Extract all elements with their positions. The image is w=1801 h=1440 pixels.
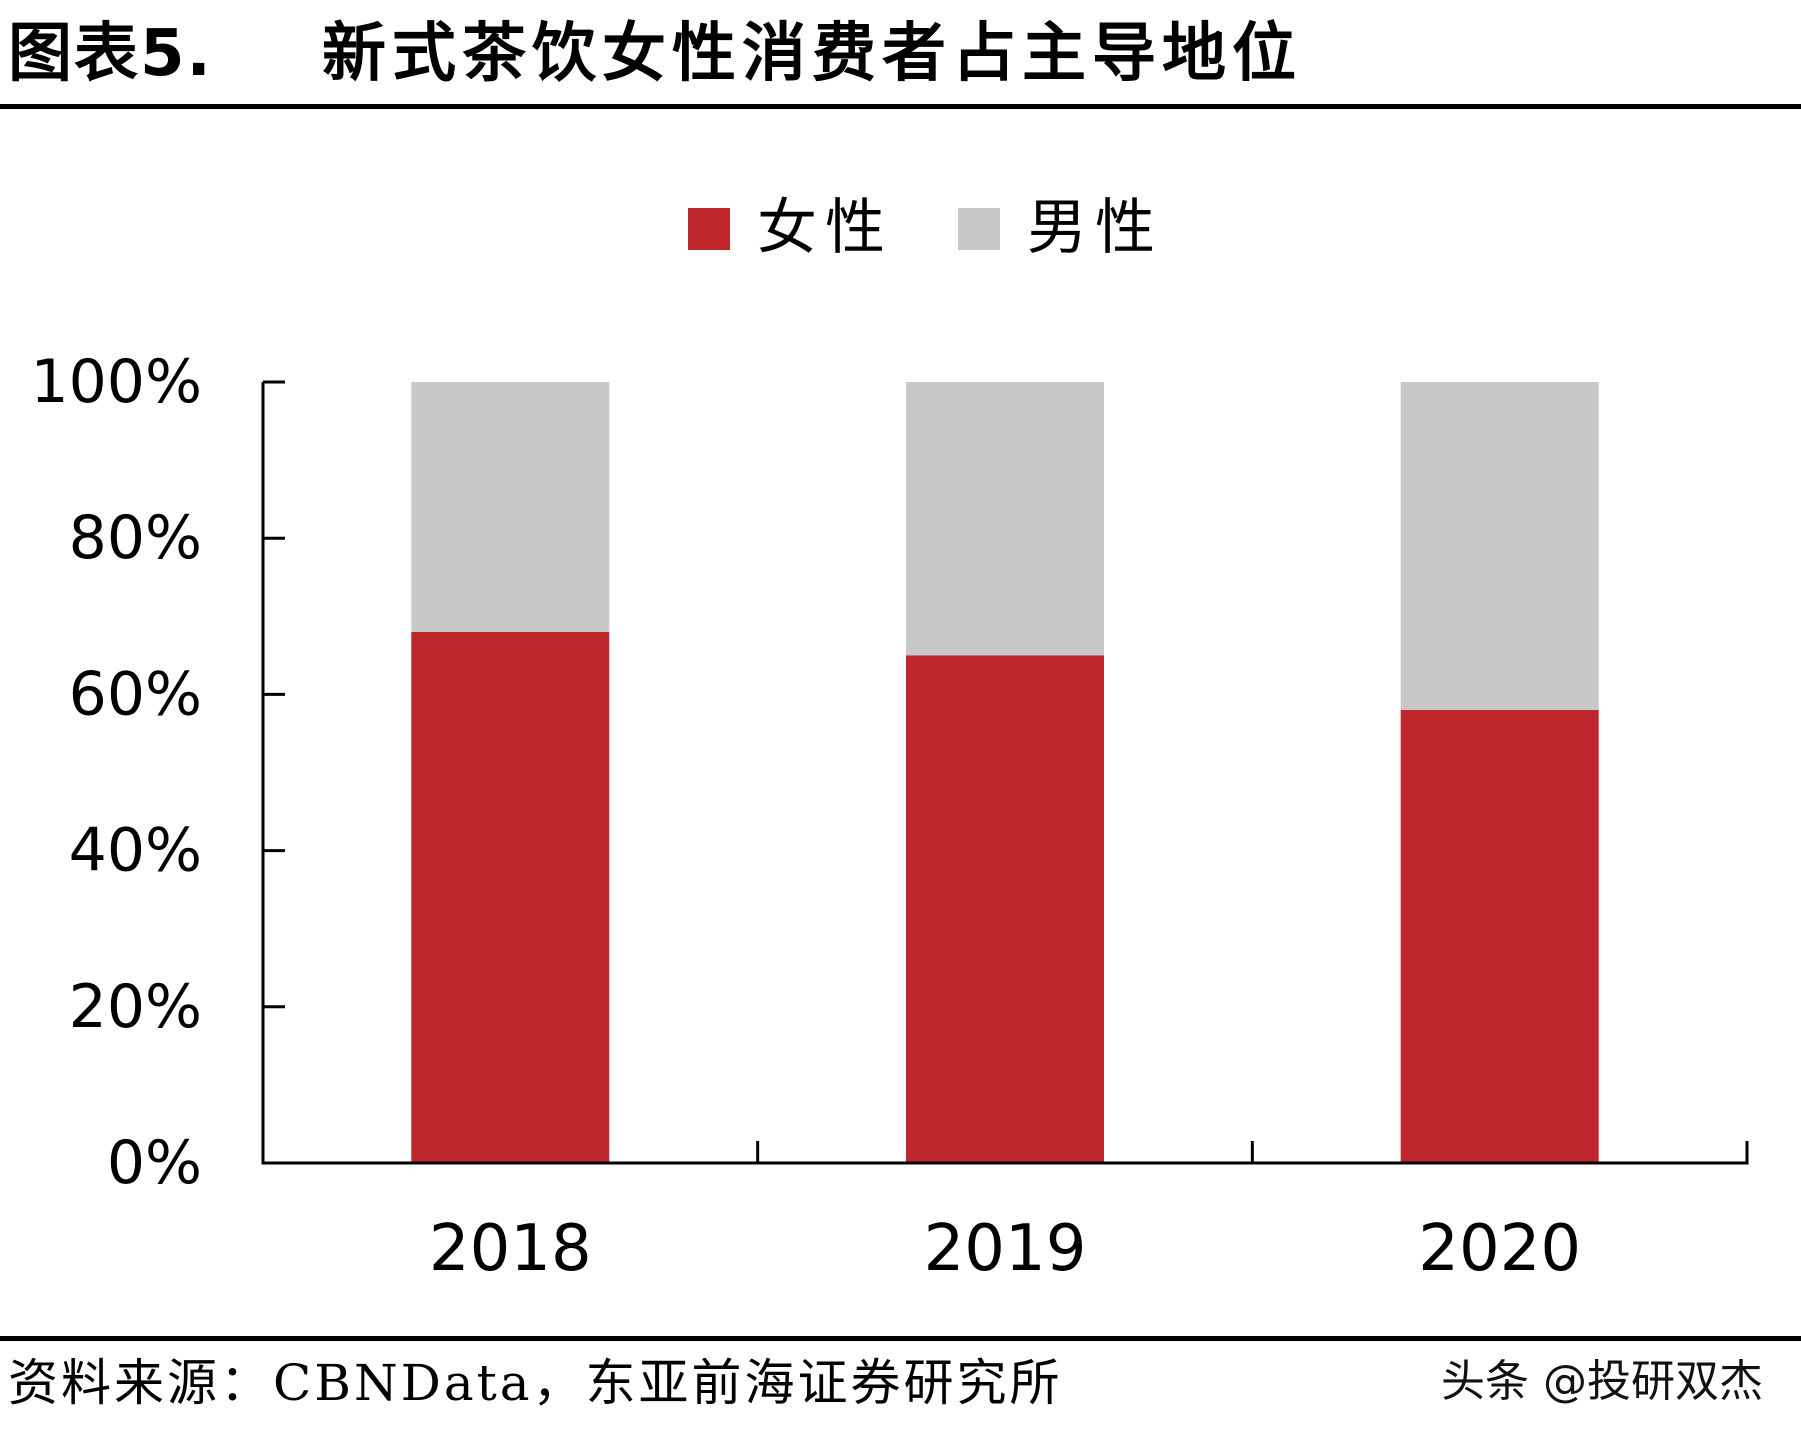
- chart-area: 女性 男性 0% 20% 40% 60% 80% 100% 2018 2019 2020: [0, 110, 1801, 1330]
- stacked-bar-chart: 女性 男性 0% 20% 40% 60% 80% 100% 2018 2019 2020: [30, 193, 1749, 1286]
- y-tick-label-80: 80%: [69, 503, 202, 573]
- axes-group: [261, 380, 1749, 1165]
- y-tick-label-40: 40%: [69, 816, 202, 886]
- watermark: 头条 @投研双杰: [1441, 1356, 1763, 1407]
- legend: 女性 男性: [688, 193, 1163, 263]
- bar-2019-series-0: [906, 655, 1104, 1163]
- bar-2020-series-1: [1400, 382, 1599, 710]
- source-note: 资料来源：CBNData，东亚前海证券研究所: [8, 1354, 1063, 1412]
- bars-group: [411, 382, 1599, 1163]
- legend-swatch-0: [688, 208, 730, 250]
- bar-2019-series-1: [906, 382, 1104, 656]
- figure-label: 图表5.: [8, 17, 213, 91]
- figure-header: 图表5. 新式茶饮女性消费者占主导地位: [0, 0, 1801, 106]
- x-tick-label-2018: 2018: [429, 1212, 592, 1286]
- y-tick-labels: 0% 20% 40% 60% 80% 100%: [30, 347, 202, 1198]
- legend-swatch-1: [958, 208, 1000, 250]
- legend-label-0: 女性: [757, 193, 893, 263]
- bar-2018-series-1: [411, 382, 610, 632]
- legend-label-1: 男性: [1027, 193, 1163, 263]
- x-tick-labels: 2018 2019 2020: [429, 1212, 1581, 1286]
- y-tick-label-20: 20%: [69, 972, 202, 1042]
- y-tick-label-100: 100%: [30, 347, 202, 417]
- figure-title: 新式茶饮女性消费者占主导地位: [322, 16, 1302, 91]
- y-tick-label-0: 0%: [107, 1128, 202, 1198]
- bar-2018-series-0: [411, 631, 610, 1163]
- bar-2020-series-0: [1400, 710, 1599, 1163]
- x-tick-label-2019: 2019: [924, 1212, 1087, 1286]
- top-rule: [0, 104, 1801, 109]
- bottom-rule: [0, 1336, 1801, 1341]
- x-tick-label-2020: 2020: [1418, 1212, 1581, 1286]
- y-tick-label-60: 60%: [69, 659, 202, 729]
